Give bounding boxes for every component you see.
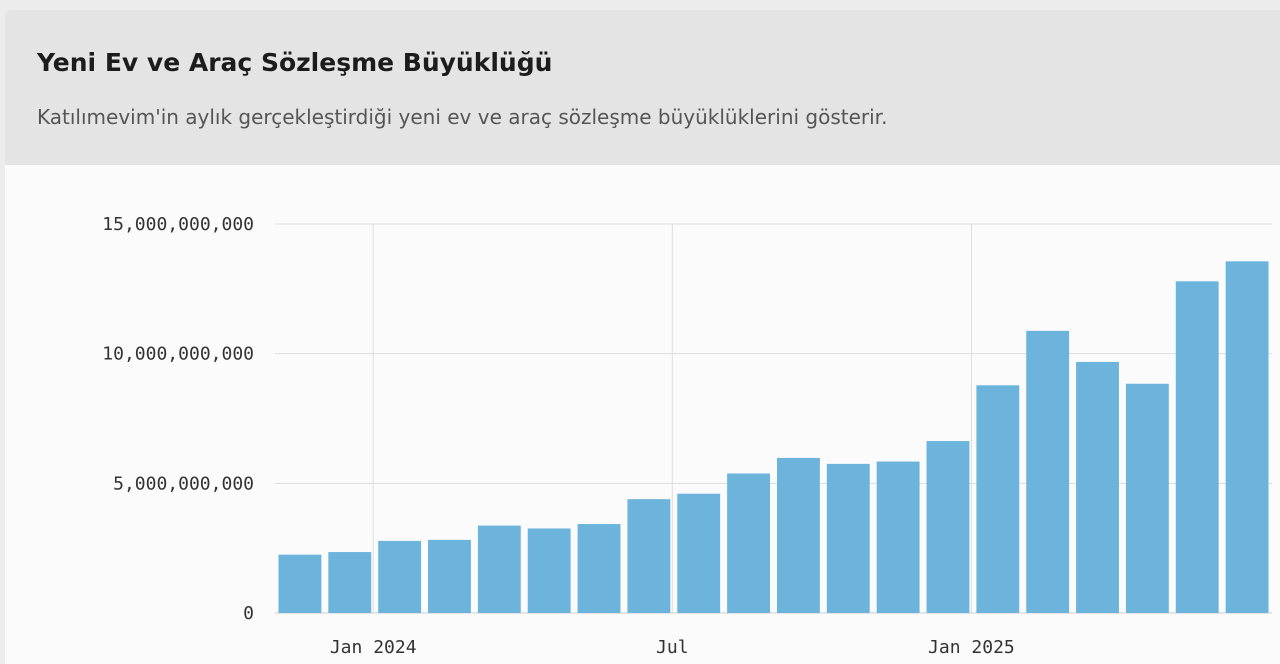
chart-subtitle: Katılımevim'in aylık gerçekleştirdiği ye… bbox=[37, 105, 888, 129]
bar[interactable] bbox=[926, 441, 970, 613]
bar[interactable] bbox=[776, 457, 820, 613]
y-tick-label: 5,000,000,000 bbox=[113, 473, 254, 494]
y-tick-label: 15,000,000,000 bbox=[102, 214, 254, 235]
bar[interactable] bbox=[378, 540, 422, 613]
y-tick-label: 0 bbox=[243, 603, 254, 624]
x-tick-label: Jan 2024 bbox=[330, 637, 417, 658]
card-header: Yeni Ev ve Araç Sözleşme Büyüklüğü Katıl… bbox=[5, 10, 1280, 165]
bar[interactable] bbox=[1225, 261, 1269, 613]
bar[interactable] bbox=[527, 528, 571, 613]
y-tick-label: 10,000,000,000 bbox=[102, 344, 254, 365]
x-tick-label: Jul bbox=[656, 637, 689, 658]
bar[interactable] bbox=[727, 473, 771, 613]
bar[interactable] bbox=[1125, 383, 1169, 613]
bar[interactable] bbox=[876, 461, 920, 613]
bar[interactable] bbox=[1175, 281, 1219, 613]
bar[interactable] bbox=[677, 493, 721, 613]
bar[interactable] bbox=[577, 524, 621, 613]
bar[interactable] bbox=[627, 499, 671, 613]
bar[interactable] bbox=[328, 552, 372, 613]
bar[interactable] bbox=[976, 385, 1020, 613]
y-axis-ticks: 0 5,000,000,000 10,000,000,000 15,000,000,0… bbox=[102, 214, 254, 624]
bar[interactable] bbox=[1026, 330, 1070, 613]
bar[interactable] bbox=[1076, 361, 1119, 613]
x-axis-ticks: Jan 2024 Jul Jan 2025 bbox=[330, 637, 1015, 658]
bar[interactable] bbox=[278, 554, 322, 613]
bar[interactable] bbox=[826, 463, 870, 613]
chart-title: Yeni Ev ve Araç Sözleşme Büyüklüğü bbox=[37, 48, 553, 77]
bars bbox=[278, 261, 1269, 613]
bar[interactable] bbox=[428, 539, 471, 613]
x-tick-label: Jan 2025 bbox=[928, 637, 1015, 658]
grid-lines bbox=[275, 223, 1272, 614]
bar[interactable] bbox=[477, 525, 521, 613]
